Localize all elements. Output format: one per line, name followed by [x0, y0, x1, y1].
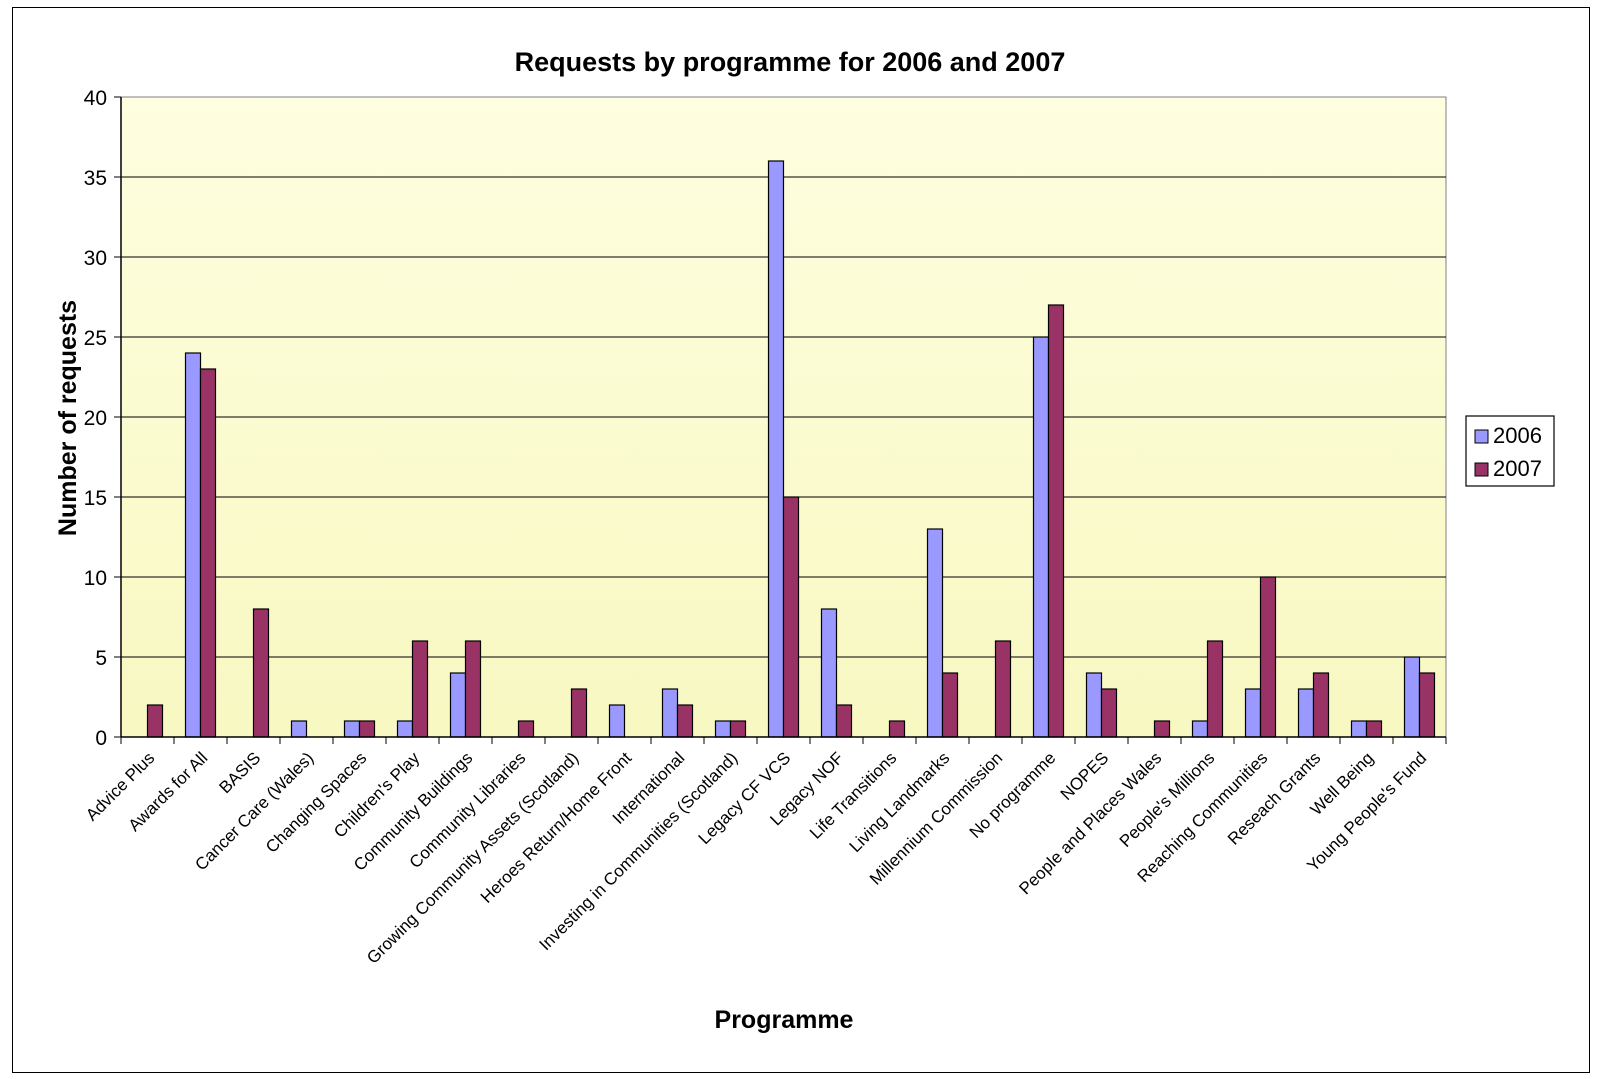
bar-2006: [1244, 688, 1262, 738]
bar-chart: Requests by programme for 2006 and 2007 …: [54, 47, 1555, 1034]
bar-2006: [767, 160, 785, 738]
y-tick-label: 25: [84, 327, 107, 350]
bar-2007: [146, 704, 164, 738]
bar-2007: [676, 704, 694, 738]
bar-2007: [888, 720, 906, 738]
bar-2006: [396, 720, 414, 738]
bar-2007: [1047, 304, 1065, 738]
legend-swatch-2007: [1474, 462, 1489, 477]
bar-2007: [1365, 720, 1383, 738]
y-tick-label: 0: [95, 727, 107, 750]
x-category-label: People's Millions: [1116, 748, 1219, 851]
legend-label-2007: 2007: [1493, 456, 1542, 481]
bar-2006: [1032, 336, 1050, 738]
bar-2006: [343, 720, 361, 738]
bar-2007: [252, 608, 270, 738]
bar-2007: [994, 640, 1012, 738]
bar-2006: [1297, 688, 1315, 738]
bar-2007: [199, 368, 217, 738]
bar-2007: [1100, 688, 1118, 738]
y-axis-title: Number of requests: [54, 300, 82, 536]
bar-2006: [290, 720, 308, 738]
bar-2007: [570, 688, 588, 738]
legend-label-2006: 2006: [1493, 423, 1542, 448]
bar-2006: [608, 704, 626, 738]
bar-2007: [517, 720, 535, 738]
bar-2007: [782, 496, 800, 738]
bar-2006: [926, 528, 944, 738]
bar-2007: [835, 704, 853, 738]
bar-2006: [449, 672, 467, 738]
bar-2006: [661, 688, 679, 738]
x-category-label: BASIS: [215, 748, 264, 797]
x-axis-title: Programme: [715, 1006, 854, 1034]
y-tick-label: 35: [84, 167, 107, 190]
bar-2007: [729, 720, 747, 738]
chart-frame: Requests by programme for 2006 and 2007 …: [12, 7, 1590, 1073]
bar-2006: [1403, 656, 1421, 738]
x-category-label: Legacy CF VCS: [695, 748, 795, 848]
bar-2006: [1350, 720, 1368, 738]
bar-2006: [1085, 672, 1103, 738]
x-category-label: Reseach Grants: [1224, 748, 1324, 848]
y-tick-label: 40: [84, 87, 107, 110]
x-category-label: Changing Spaces: [262, 748, 370, 856]
bar-2007: [1259, 576, 1277, 738]
bar-2007: [941, 672, 959, 738]
y-tick-label: 15: [84, 487, 107, 510]
bar-2007: [1418, 672, 1436, 738]
y-tick-label: 5: [95, 647, 107, 670]
x-category-label: Investing in Communities (Scotland): [535, 748, 741, 954]
bar-2006: [820, 608, 838, 738]
bar-2007: [358, 720, 376, 738]
bar-2006: [1191, 720, 1209, 738]
bar-2006: [714, 720, 732, 738]
y-tick-label: 30: [84, 247, 107, 270]
bar-2006: [184, 352, 202, 738]
bar-2007: [1206, 640, 1224, 738]
y-tick-label: 20: [84, 407, 107, 430]
legend: 2006 2007: [1465, 415, 1555, 487]
x-category-label: Living Landmarks: [846, 748, 954, 856]
bar-2007: [411, 640, 429, 738]
bar-2007: [1153, 720, 1171, 738]
y-tick-label: 10: [84, 567, 107, 590]
legend-swatch-2006: [1474, 429, 1489, 444]
chart-title: Requests by programme for 2006 and 2007: [515, 47, 1066, 77]
bar-2007: [1312, 672, 1330, 738]
bar-2007: [464, 640, 482, 738]
